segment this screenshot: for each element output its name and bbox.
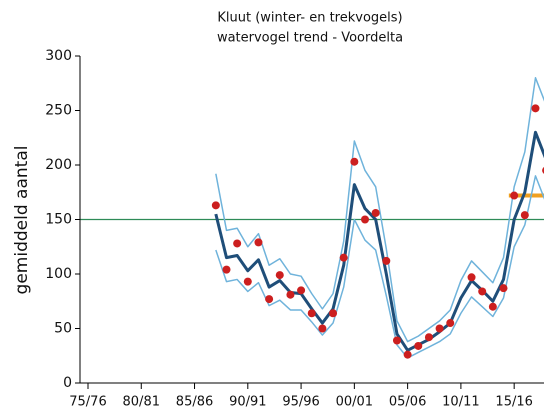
data-point bbox=[467, 273, 476, 282]
data-point bbox=[414, 341, 423, 350]
data-point bbox=[478, 287, 487, 296]
y-tick-label: 150 bbox=[45, 212, 72, 228]
data-point bbox=[339, 253, 348, 262]
data-point bbox=[243, 277, 252, 286]
data-point bbox=[233, 239, 242, 248]
data-point bbox=[318, 324, 327, 333]
data-point bbox=[531, 104, 540, 113]
data-point bbox=[350, 157, 359, 166]
y-tick-label: 100 bbox=[45, 266, 72, 282]
data-point bbox=[211, 201, 220, 210]
data-point bbox=[520, 211, 529, 220]
chart-subtitle: watervogel trend - Voordelta bbox=[217, 31, 403, 46]
y-tick-label: 0 bbox=[63, 375, 72, 391]
trend-line bbox=[215, 175, 544, 359]
x-tick-label: 05/06 bbox=[389, 395, 426, 410]
trend-line bbox=[215, 77, 544, 343]
trend-line bbox=[214, 130, 544, 352]
data-point bbox=[265, 295, 274, 304]
data-point bbox=[510, 191, 519, 200]
x-tick-label: 75/76 bbox=[69, 395, 106, 410]
data-point bbox=[371, 208, 380, 217]
data-point bbox=[275, 271, 284, 280]
data-point bbox=[488, 302, 497, 311]
data-point bbox=[403, 350, 412, 359]
x-tick-label: 95/96 bbox=[282, 395, 319, 410]
data-point bbox=[499, 284, 508, 293]
y-tick-label: 200 bbox=[45, 157, 72, 173]
x-tick-label: 00/01 bbox=[336, 395, 373, 410]
plot-area bbox=[80, 77, 544, 359]
x-tick-label: 85/86 bbox=[176, 395, 213, 410]
data-point bbox=[297, 286, 306, 295]
x-tick-label: 90/91 bbox=[229, 395, 266, 410]
data-point bbox=[222, 265, 231, 274]
y-axis-label: gemiddeld aantal bbox=[12, 146, 32, 295]
data-point bbox=[361, 215, 370, 224]
y-tick-label: 300 bbox=[45, 48, 72, 64]
y-tick-label: 250 bbox=[45, 103, 72, 119]
data-point bbox=[424, 333, 433, 342]
x-tick-label: 80/81 bbox=[123, 395, 160, 410]
chart-title: Kluut (winter- en trekvogels) bbox=[217, 11, 402, 26]
data-point bbox=[382, 256, 391, 265]
data-point bbox=[435, 324, 444, 333]
data-point bbox=[286, 290, 295, 299]
data-point bbox=[254, 238, 263, 247]
y-tick-label: 50 bbox=[54, 321, 72, 337]
data-point bbox=[446, 319, 455, 328]
x-tick-label: 15/16 bbox=[495, 395, 532, 410]
x-tick-label: 10/11 bbox=[442, 395, 479, 410]
data-point bbox=[329, 309, 338, 318]
data-point bbox=[307, 309, 316, 318]
data-point bbox=[392, 336, 401, 345]
